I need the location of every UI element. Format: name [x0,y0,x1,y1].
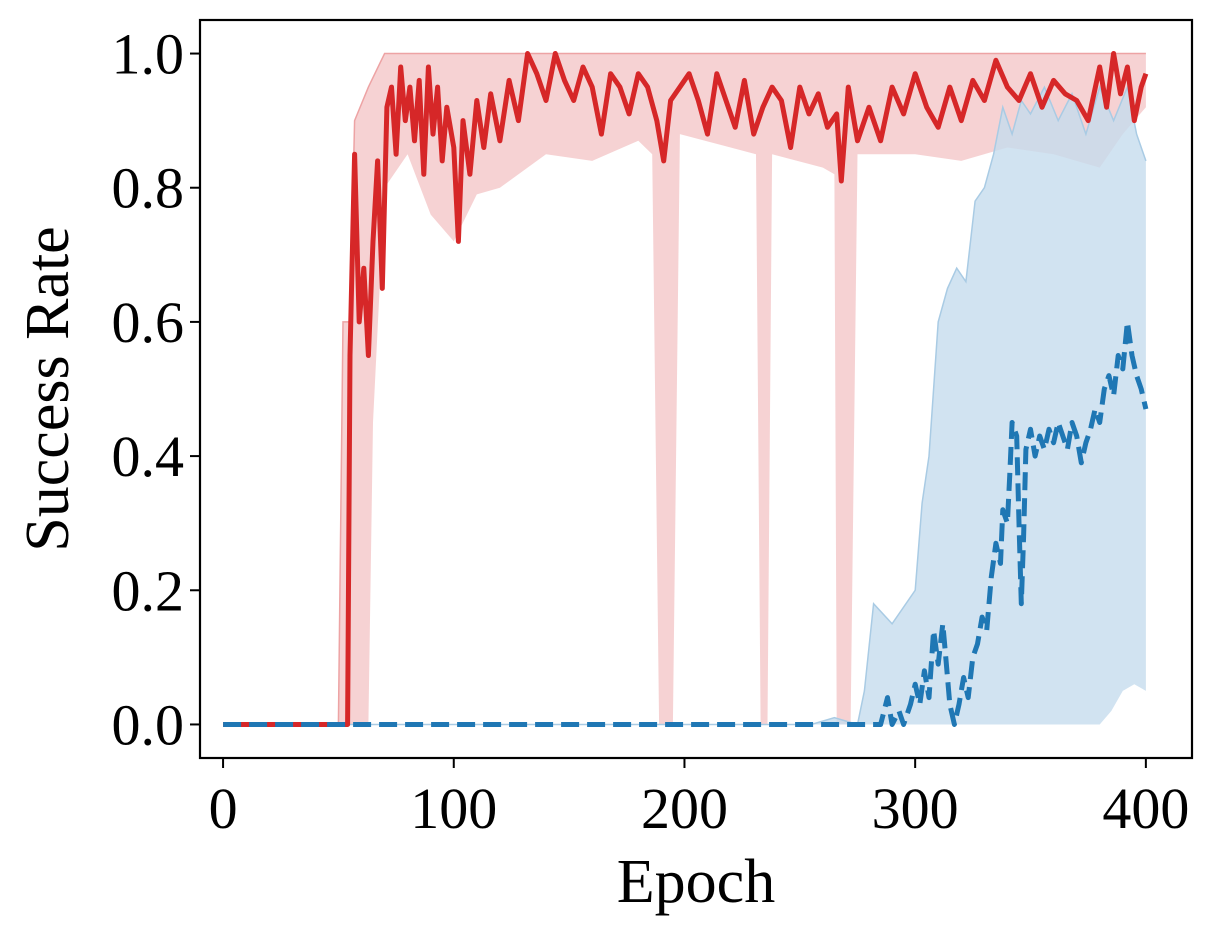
y-tick-label: 1.0 [112,22,185,87]
confidence-bands [223,52,1147,726]
x-axis-ticks: 0 100 200 300 400 [209,758,1189,841]
series-2-band [223,87,1146,725]
y-axis-label: Success Rate [14,226,82,551]
y-tick-label: 0.6 [112,290,185,355]
series-2-band-upper-edge [223,84,1147,726]
series-lines [223,51,1149,727]
x-tick-label: 100 [410,776,497,841]
x-tick-label: 400 [1102,776,1189,841]
y-tick-label: 0.4 [112,424,185,489]
plot-frame [198,18,1194,760]
x-tick-label: 300 [872,776,959,841]
series-2-line [223,319,1149,727]
y-axis-ticks: 0.0 0.2 0.4 0.6 0.8 1.0 [112,22,200,757]
series-1-band [223,53,1146,725]
series-1-line [223,51,1149,727]
y-tick-label: 0.2 [112,558,185,623]
x-tick-label: 0 [209,776,238,841]
x-axis-label: Epoch [617,848,775,916]
y-tick-label: 0.0 [112,692,185,757]
x-tick-label: 200 [641,776,728,841]
y-tick-label: 0.8 [112,156,185,221]
